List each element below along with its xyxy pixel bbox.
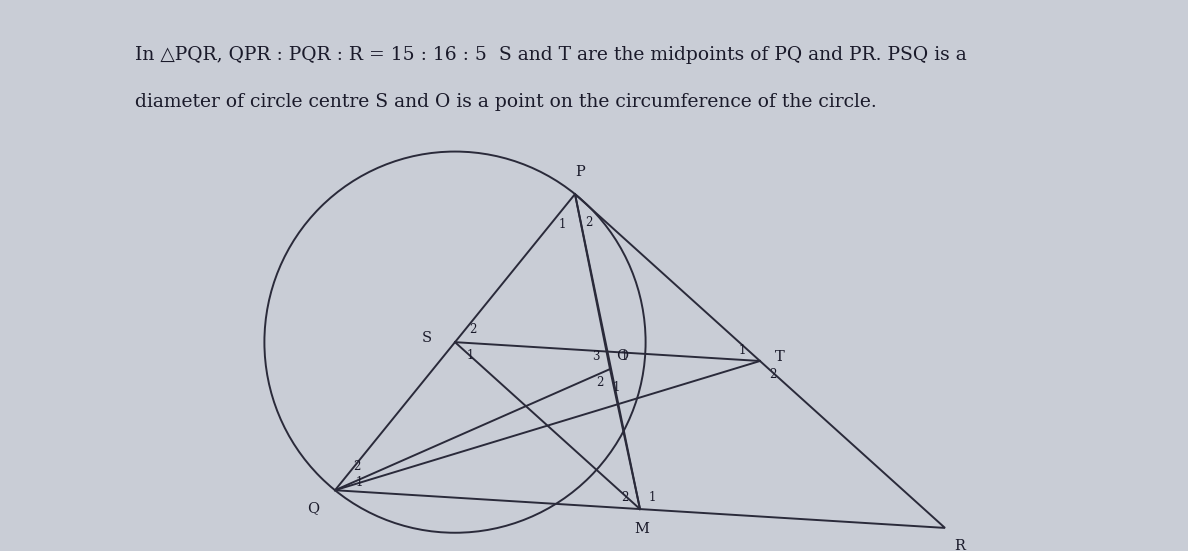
Text: 2: 2 <box>770 368 777 381</box>
Text: 1: 1 <box>620 349 627 363</box>
Text: In △PQR, QPR : PQR : R = 15 : 16 : 5  S and T are the midpoints of PQ and PR. PS: In △PQR, QPR : PQR : R = 15 : 16 : 5 S a… <box>135 46 967 64</box>
Text: 1: 1 <box>612 381 620 393</box>
Text: 1: 1 <box>558 218 565 230</box>
Text: 1: 1 <box>738 344 746 358</box>
Text: Q: Q <box>307 501 320 515</box>
Text: M: M <box>634 522 650 536</box>
Text: P: P <box>575 165 584 179</box>
Text: 2: 2 <box>586 215 593 229</box>
Text: 1: 1 <box>467 349 474 361</box>
Text: R: R <box>955 539 966 551</box>
Text: 2: 2 <box>353 460 361 473</box>
Text: 2: 2 <box>621 490 628 504</box>
Text: T: T <box>775 350 785 364</box>
Text: S: S <box>422 331 432 345</box>
Text: 2: 2 <box>596 376 604 388</box>
Text: 2: 2 <box>469 323 476 336</box>
Text: 3: 3 <box>593 349 600 363</box>
Text: 1: 1 <box>649 490 656 504</box>
Text: O: O <box>615 349 628 363</box>
Text: diameter of circle centre S and O is a point on the circumference of the circle.: diameter of circle centre S and O is a p… <box>135 93 877 111</box>
Text: 1: 1 <box>355 476 362 489</box>
